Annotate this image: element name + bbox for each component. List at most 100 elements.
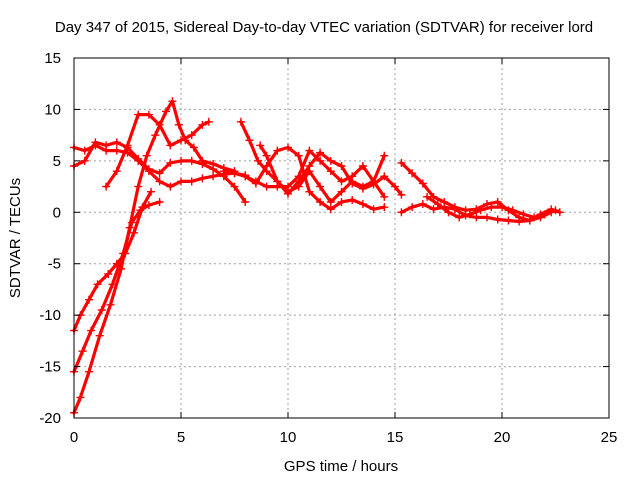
data-point [472, 213, 481, 222]
x-tick-label: 25 [601, 429, 618, 446]
data-point [151, 131, 160, 140]
x-tick-label: 15 [387, 429, 404, 446]
series-line [72, 190, 153, 333]
data-point [493, 198, 502, 206]
data-point [166, 141, 175, 150]
data-point [177, 136, 185, 145]
data-point [284, 189, 292, 198]
data-point [294, 177, 303, 186]
data-point [166, 182, 175, 191]
data-point [316, 156, 325, 165]
data-point [461, 206, 470, 215]
y-tick-label: -10 [39, 307, 61, 324]
data-point [262, 182, 271, 191]
data-point [294, 151, 303, 160]
data-point [540, 210, 549, 219]
data-point [476, 206, 485, 215]
data-point [408, 169, 417, 178]
data-point [112, 167, 121, 176]
data-point [155, 120, 164, 129]
data-point [391, 182, 399, 191]
y-tick-label: 5 [53, 153, 61, 170]
data-point [155, 169, 164, 178]
data-point [97, 306, 106, 314]
data-point [551, 206, 560, 215]
data-point [123, 141, 132, 150]
x-tick-label: 10 [280, 429, 297, 446]
data-point [369, 180, 378, 189]
data-point [134, 110, 143, 119]
data-point [326, 198, 335, 206]
data-point [230, 169, 239, 178]
data-point [236, 117, 245, 126]
data-point [198, 120, 207, 129]
data-point [358, 184, 367, 193]
data-point [380, 203, 389, 212]
y-tick-label: 10 [44, 101, 61, 118]
data-point [519, 210, 528, 219]
chart-title: Day 347 of 2015, Sidereal Day-to-day VTE… [55, 19, 593, 36]
data-point [251, 179, 260, 188]
series-track-13 [423, 192, 560, 222]
data-point [102, 141, 111, 150]
data-point [84, 295, 93, 304]
data-point [348, 179, 357, 188]
data-point [397, 208, 406, 217]
data-point [147, 187, 156, 196]
data-point [177, 177, 185, 186]
data-point [408, 203, 417, 212]
y-tick-label: 0 [53, 204, 61, 221]
y-axis-label: SDTVAR / TECUs [7, 178, 24, 298]
plot-frame [73, 57, 610, 419]
data-point [256, 141, 265, 150]
series-track-5 [70, 138, 250, 206]
data-point [209, 172, 218, 181]
series-track-10 [256, 141, 406, 199]
data-point [87, 326, 96, 335]
x-tick-label: 5 [177, 429, 185, 446]
data-point [112, 259, 121, 268]
data-point [284, 182, 292, 191]
data-point [198, 174, 207, 183]
data-point [134, 182, 143, 191]
data-point [245, 136, 254, 145]
data-point [129, 228, 138, 237]
data-point [380, 172, 389, 181]
data-point [380, 192, 389, 201]
data-point [305, 187, 314, 196]
data-point [530, 213, 539, 222]
data-point [78, 347, 87, 356]
data-point [429, 205, 438, 214]
data-point [423, 192, 432, 201]
y-tick-label: -20 [39, 410, 61, 427]
data-point [440, 198, 449, 206]
data-point [93, 280, 102, 289]
data-point [174, 120, 183, 129]
data-point [284, 143, 292, 152]
data-point [144, 165, 153, 174]
x-tick-label: 20 [494, 429, 511, 446]
data-point [104, 270, 113, 278]
data-point [515, 213, 524, 222]
data-point [326, 167, 335, 176]
data-point [230, 182, 239, 191]
data-point [254, 156, 263, 165]
data-point [198, 159, 207, 168]
data-point [433, 200, 442, 209]
data-point [326, 156, 335, 165]
data-point [487, 203, 496, 212]
data-point [305, 146, 314, 155]
data-point [273, 177, 282, 186]
data-point [106, 300, 115, 309]
data-point [168, 97, 177, 106]
data-point [380, 151, 389, 160]
data-point [555, 208, 564, 217]
data-point [187, 156, 196, 165]
data-point [138, 203, 147, 212]
data-point [358, 200, 367, 209]
data-point [316, 182, 325, 191]
data-point [326, 205, 335, 214]
data-point [144, 201, 153, 210]
data-point [155, 198, 164, 206]
